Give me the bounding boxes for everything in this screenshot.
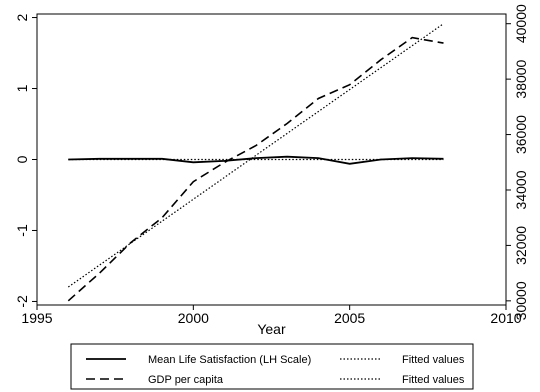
legend: Mean Life Satisfaction (LH Scale) Fitted … <box>70 343 474 390</box>
series-lines <box>67 23 444 302</box>
y-right-tick-label: 32000 <box>513 226 529 265</box>
legend-box <box>70 343 474 390</box>
legend-label-2: GDP per capita <box>148 374 224 386</box>
tick-labels: 1995 2000 2005 2010 -2 -1 0 1 2 30000 32000 34000 36… <box>14 4 529 326</box>
y-tick-label: 1 <box>14 84 30 92</box>
series-line-0 <box>68 155 444 165</box>
legend-label-0: Mean Life Satisfaction (LH Scale) <box>148 354 311 366</box>
x-tick-label: 2005 <box>334 310 365 326</box>
series-line-2 <box>67 36 444 302</box>
y-right-tick-label: 30000 <box>513 281 529 320</box>
x-tick-label: 2000 <box>178 310 209 326</box>
y-right-tick-label: 40000 <box>513 4 529 43</box>
y-right-tick-label: 36000 <box>513 115 529 154</box>
y-right-tick-label: 34000 <box>513 170 529 209</box>
legend-label-3: Fitted values <box>402 374 465 386</box>
y-tick-label: 2 <box>14 13 30 21</box>
x-tick-label: 1995 <box>21 310 52 326</box>
x-tick-label: 2010 <box>490 310 521 326</box>
y-tick-label: -2 <box>14 295 30 308</box>
y-tick-label: -1 <box>14 224 30 237</box>
y-tick-label: 0 <box>14 155 30 163</box>
x-axis-label: Year <box>257 321 286 337</box>
y-right-tick-label: 38000 <box>513 59 529 98</box>
axes <box>32 13 511 310</box>
legend-label-1: Fitted values <box>402 354 465 366</box>
series-line-3 <box>67 23 444 288</box>
